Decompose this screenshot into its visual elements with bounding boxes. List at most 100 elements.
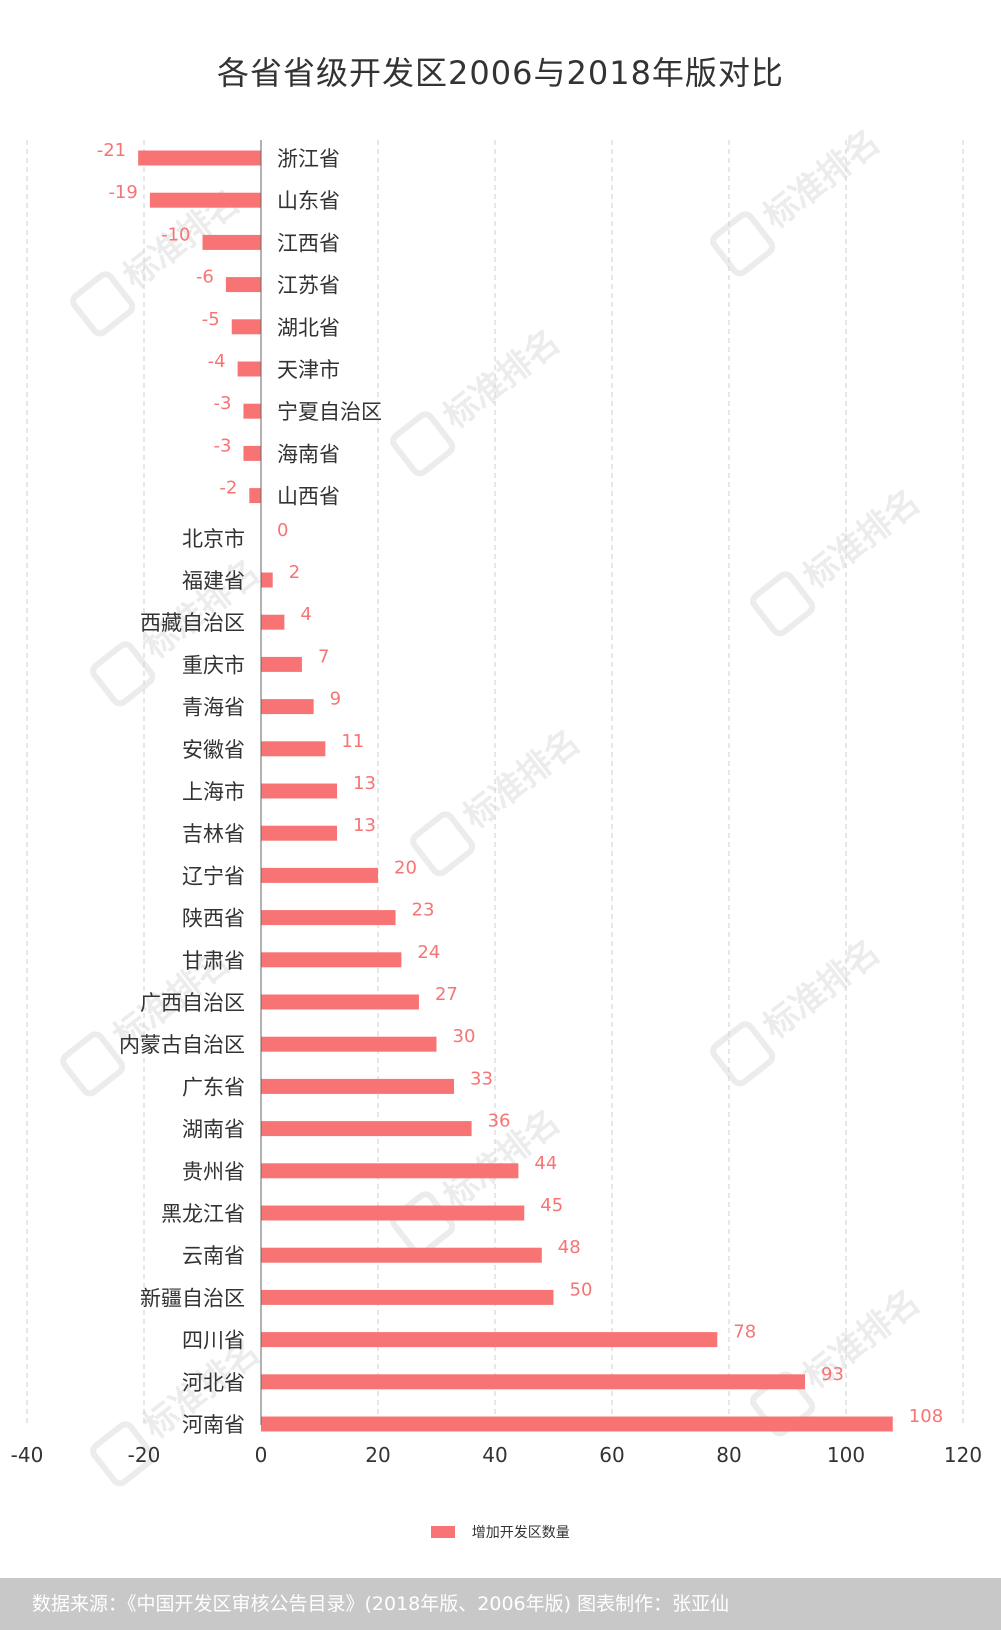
x-tick-label: 0 <box>255 1443 268 1467</box>
category-label: 江西省 <box>277 231 340 255</box>
data-label: 108 <box>909 1406 943 1427</box>
bar <box>261 1078 455 1094</box>
labels: 浙江省 -21 山东省 -19 江西省 -10 江苏省 -6 湖北省 -5 天津市 -4 宁夏自治区 -3… <box>97 140 943 1437</box>
bar <box>261 614 285 630</box>
category-label: 内蒙古自治区 <box>119 1033 245 1057</box>
category-label: 广东省 <box>182 1075 245 1099</box>
bar <box>261 867 378 883</box>
category-label: 辽宁省 <box>182 864 245 888</box>
data-label: 50 <box>570 1279 593 1300</box>
data-label: -6 <box>196 267 214 288</box>
data-label: 30 <box>453 1026 476 1047</box>
category-label: 西藏自治区 <box>140 611 245 635</box>
source-text: 数据来源：《中国开发区审核公告目录》(2018年版、2006年版) 图表制作：张… <box>32 1593 730 1615</box>
data-label: 7 <box>318 646 329 667</box>
category-label: 青海省 <box>182 696 245 720</box>
bar <box>237 361 261 377</box>
bar <box>261 741 326 757</box>
category-label: 重庆市 <box>182 653 245 677</box>
data-label: 11 <box>341 731 364 752</box>
category-label: 海南省 <box>277 442 340 466</box>
bar <box>261 1247 542 1263</box>
category-label: 吉林省 <box>182 822 245 846</box>
bar <box>243 403 261 419</box>
data-label: 44 <box>534 1153 557 1174</box>
category-label: 上海市 <box>182 780 245 804</box>
axis: -40 -20 0 20 40 60 80 100 120 <box>11 140 982 1467</box>
bar <box>261 1374 806 1390</box>
bar <box>261 656 302 672</box>
bar <box>249 488 261 504</box>
legend: 增加开发区数量 <box>0 1522 1001 1542</box>
data-label: -2 <box>219 478 237 499</box>
category-label: 江苏省 <box>277 274 340 298</box>
bar <box>261 699 314 715</box>
data-label: -19 <box>108 182 137 203</box>
data-label: -4 <box>208 351 226 372</box>
category-label: 四川省 <box>182 1329 245 1353</box>
category-label: 河南省 <box>182 1413 245 1437</box>
category-label: 新疆自治区 <box>140 1286 245 1310</box>
data-label: -3 <box>213 435 231 456</box>
x-tick-label: -40 <box>11 1443 44 1467</box>
category-label: 黑龙江省 <box>161 1202 245 1226</box>
x-tick-label: 80 <box>716 1443 741 1467</box>
data-label: 23 <box>412 900 435 921</box>
bar <box>261 1416 893 1432</box>
data-label: 33 <box>470 1068 493 1089</box>
category-label: 福建省 <box>182 569 245 593</box>
bar <box>243 445 261 461</box>
x-tick-label: 120 <box>944 1443 982 1467</box>
x-tick-label: 40 <box>482 1443 507 1467</box>
legend-swatch <box>431 1526 456 1538</box>
bar <box>261 1036 437 1052</box>
data-label: 78 <box>733 1322 756 1343</box>
bar <box>261 572 273 588</box>
legend-label: 增加开发区数量 <box>471 1525 570 1541</box>
x-tick-label: 20 <box>365 1443 390 1467</box>
bar <box>261 1163 519 1179</box>
bar <box>261 1332 718 1348</box>
bar <box>261 1205 525 1221</box>
data-label: 2 <box>289 562 300 583</box>
footer: 数据来源：《中国开发区审核公告目录》(2018年版、2006年版) 图表制作：张… <box>0 1578 1001 1630</box>
category-label: 云南省 <box>182 1244 245 1268</box>
data-label: 0 <box>277 520 288 541</box>
data-label: 9 <box>330 689 341 710</box>
category-label: 宁夏自治区 <box>277 400 382 424</box>
bar <box>231 319 261 335</box>
data-label: 20 <box>394 857 417 878</box>
bar <box>261 783 338 799</box>
category-label: 陕西省 <box>182 907 245 931</box>
category-label: 甘肃省 <box>182 949 245 973</box>
bar <box>261 952 402 968</box>
x-tick-label: -20 <box>128 1443 161 1467</box>
category-label: 天津市 <box>277 358 340 382</box>
data-label: 48 <box>558 1237 581 1258</box>
category-label: 河北省 <box>182 1371 245 1395</box>
data-label: 27 <box>435 984 458 1005</box>
bar <box>149 192 261 208</box>
category-label: 北京市 <box>182 527 245 551</box>
data-label: -3 <box>213 393 231 414</box>
bar-chart: 浙江省 -21 山东省 -19 江西省 -10 江苏省 -6 湖北省 -5 天津市 -4 宁夏自治区 -3… <box>11 140 982 1467</box>
chart-title: 各省省级开发区2006与2018年版对比 <box>217 54 784 92</box>
x-tick-label: 100 <box>827 1443 865 1467</box>
category-label: 浙江省 <box>277 147 340 171</box>
data-label: 13 <box>353 815 376 836</box>
bar <box>261 1121 472 1137</box>
data-label: -10 <box>161 224 190 245</box>
bar <box>138 150 261 166</box>
data-label: 36 <box>488 1111 511 1132</box>
category-label: 安徽省 <box>182 738 245 762</box>
bar <box>261 1289 554 1305</box>
bar <box>261 910 396 926</box>
data-label: -21 <box>97 140 126 161</box>
bar <box>261 994 419 1010</box>
data-label: 4 <box>300 604 311 625</box>
category-label: 山东省 <box>277 189 340 213</box>
data-label: 13 <box>353 773 376 794</box>
data-label: -5 <box>202 309 220 330</box>
data-label: 24 <box>417 942 440 963</box>
category-label: 湖南省 <box>182 1118 245 1142</box>
